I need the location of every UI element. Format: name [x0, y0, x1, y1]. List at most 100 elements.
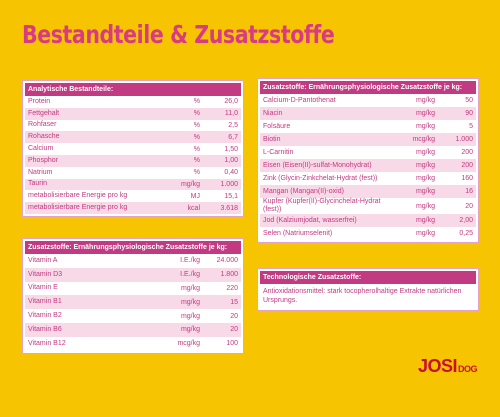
row-unit: mg/kg	[180, 284, 200, 292]
row-value: 24.000	[216, 257, 238, 265]
row-label: Mangan (Mangan(II)-oxid)	[263, 187, 344, 195]
row-value: 15,1	[224, 192, 238, 200]
row-unit: I.E./kg	[180, 257, 200, 265]
row-label: Zink (Glycin-Zinkchelat-Hydrat (fest))	[263, 174, 378, 182]
table-row: Kupfer (Kupfer(II)-Glycinchelat-Hydrat (…	[260, 198, 476, 214]
table-row: Calcium% 1,50	[25, 143, 241, 155]
row-value: 6,7	[228, 133, 238, 141]
table-note: Antioxidationsmittel: stark tocopherolha…	[263, 288, 462, 304]
row-unit: mg/kg	[415, 97, 435, 104]
row-value: 11,0	[224, 110, 238, 118]
row-value: 20	[465, 202, 473, 210]
row-value: 200	[461, 149, 473, 156]
row-unit: mg/kg	[415, 217, 435, 224]
table-row: Biotin mcg/kg 1.000	[260, 133, 476, 146]
logo-text: JOSI	[418, 356, 458, 376]
row-unit: mg/kg	[415, 202, 435, 210]
row-unit: %	[193, 121, 200, 129]
table-row: Rohasche% 6,7	[25, 131, 241, 144]
table-row: Taurin mg/kg 1.000	[25, 178, 241, 191]
table-row: Eisen (Eisen(II)-sulfat-Monohydrat) mg/kg…	[260, 159, 476, 172]
row-value: 20	[230, 312, 238, 320]
table-row: Vitamin A I.E./kg 24.000	[25, 254, 241, 268]
row-label: Vitamin B12	[28, 339, 66, 347]
row-value: 5	[469, 123, 473, 130]
row-label: metabolisierbare Energie pro kg	[28, 204, 128, 212]
row-unit: mg/kg	[415, 149, 435, 156]
table: Zusatzstoffe: Ernährungsphysiologische Z…	[257, 78, 479, 243]
row-unit: %	[193, 133, 200, 141]
row-label: Jod (Kalziumjodat, wasserfrei)	[263, 216, 357, 224]
table-row: L-Carnitin mg/kg 200	[260, 146, 476, 159]
row-label: Protein	[28, 97, 51, 105]
row-value: 15	[230, 298, 238, 306]
row-label: metabolisierbare Energie pro kg	[28, 192, 128, 200]
row-unit: mg/kg	[180, 312, 200, 320]
table-row: Mangan (Mangan(II)-oxid) mg/kg 16	[260, 185, 476, 198]
table-row: Phosphor% 1,00	[25, 154, 241, 167]
table-row: Vitamin B2 mg/kg 20	[25, 309, 241, 323]
row-label: Kupfer (Kupfer(II)-Glycinchelat-Hydrat (…	[263, 198, 381, 213]
row-value: 2,5	[228, 121, 238, 129]
table-row: Jod (Kalziumjodat, wasserfrei) mg/kg 2,00	[260, 214, 476, 227]
row-unit: mg/kg	[415, 230, 435, 237]
table-row: Niacin mg/kg 90	[260, 107, 476, 120]
row-value: 1.000	[455, 136, 473, 143]
table-row: Rohfaser% 2,5	[25, 120, 241, 132]
page-title: Bestandteile & Zusatzstoffe	[22, 20, 335, 49]
table: Zusatzstoffe: Ernährungsphysiologische Z…	[22, 238, 244, 354]
table-header: Zusatzstoffe: Ernährungsphysiologische Z…	[260, 81, 476, 94]
row-value: 100	[226, 340, 238, 348]
table-header: Technologische Zusatzstoffe:	[260, 271, 476, 284]
table-row: Fettgehalt% 11,0	[25, 107, 241, 120]
row-label: Calcium-D-Pantothenat	[263, 96, 336, 104]
row-label: Vitamin B2	[28, 312, 62, 320]
table-row: metabolisierbare Energie pro kg kcal 3.618	[25, 202, 241, 214]
row-value: 0,25	[459, 230, 473, 237]
row-unit: %	[193, 169, 200, 177]
logo-text: DOG	[458, 364, 478, 374]
row-label: Vitamin E	[28, 284, 58, 292]
row-unit: kcal	[187, 204, 200, 212]
row-label: Vitamin B1	[28, 298, 62, 306]
row-unit: %	[193, 157, 200, 165]
row-value: 26,0	[224, 98, 238, 106]
row-unit: mg/kg	[180, 298, 200, 306]
table-header: Zusatzstoffe: Ernährungsphysiologische Z…	[25, 241, 241, 254]
row-unit: %	[193, 145, 200, 153]
row-unit: mcg/kg	[412, 136, 435, 143]
row-value: 1,00	[224, 157, 238, 165]
row-value: 0,40	[224, 169, 238, 177]
row-unit: %	[193, 110, 200, 118]
row-label: Taurin	[28, 180, 48, 188]
table-row: Zink (Glycin-Zinkchelat-Hydrat (fest)) mg…	[260, 172, 476, 185]
row-label: Vitamin B6	[28, 325, 62, 333]
row-value: 1,50	[224, 145, 238, 153]
row-label: Folsäure	[263, 122, 291, 130]
table-row: Natrium% 0,40	[25, 167, 241, 179]
row-unit: MJ	[190, 192, 200, 200]
row-value: 220	[226, 284, 238, 292]
row-label: Fettgehalt	[28, 109, 60, 117]
row-value: 90	[465, 110, 473, 117]
table-row: Protein% 26,0	[25, 96, 241, 108]
row-unit: mg/kg	[415, 175, 435, 182]
row-label: Selen (Natriumselenit)	[263, 229, 333, 237]
row-label: Biotin	[263, 135, 281, 143]
table-row: Folsäure mg/kg 5	[260, 120, 476, 133]
table: Analytische Bestandteile: Protein% 26,0 Fet…	[22, 80, 244, 217]
table-row: Vitamin B1 mg/kg 15	[25, 295, 241, 310]
row-value: 3.618	[220, 204, 238, 212]
row-label: Niacin	[263, 109, 283, 117]
row-label: Vitamin D3	[28, 270, 63, 278]
row-value: 20	[230, 326, 238, 334]
row-unit: mg/kg	[415, 110, 435, 117]
row-unit: mcg/kg	[177, 340, 200, 348]
row-label: Eisen (Eisen(II)-sulfat-Monohydrat)	[263, 161, 372, 169]
table-header: Analytische Bestandteile:	[25, 83, 241, 96]
logo: JOSIDOG	[418, 356, 478, 377]
row-label: Natrium	[28, 168, 53, 176]
row-value: 200	[461, 162, 473, 169]
table-row: Vitamin B12 mcg/kg 100	[25, 337, 241, 351]
